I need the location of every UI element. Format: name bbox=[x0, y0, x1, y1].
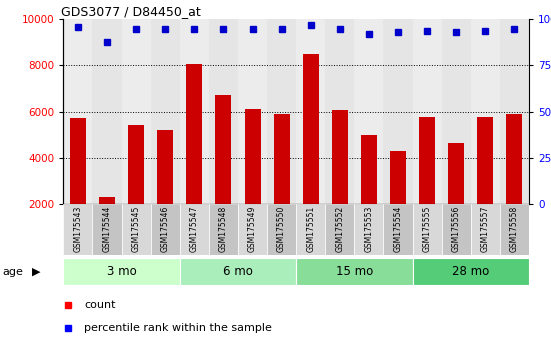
Text: age: age bbox=[3, 267, 24, 277]
Bar bbox=[63, 258, 180, 285]
Text: GSM175552: GSM175552 bbox=[336, 206, 344, 252]
Bar bbox=[325, 204, 354, 255]
Text: 28 mo: 28 mo bbox=[452, 265, 489, 278]
Bar bbox=[413, 258, 529, 285]
Text: GSM175547: GSM175547 bbox=[190, 206, 199, 252]
Bar bbox=[209, 204, 238, 255]
Bar bbox=[296, 19, 325, 204]
Text: ▶: ▶ bbox=[32, 267, 40, 277]
Text: GSM175548: GSM175548 bbox=[219, 206, 228, 252]
Text: GSM175545: GSM175545 bbox=[132, 206, 141, 252]
Bar bbox=[413, 19, 442, 204]
Bar bbox=[361, 135, 377, 204]
Text: 6 mo: 6 mo bbox=[223, 265, 253, 278]
Bar bbox=[413, 204, 442, 255]
Text: GSM175544: GSM175544 bbox=[102, 206, 111, 252]
Text: GSM175546: GSM175546 bbox=[161, 206, 170, 252]
Bar bbox=[180, 204, 209, 255]
Bar bbox=[506, 114, 522, 204]
Bar bbox=[390, 151, 406, 204]
Bar bbox=[442, 204, 471, 255]
Bar bbox=[63, 19, 93, 204]
Bar bbox=[245, 109, 261, 204]
Text: GSM175554: GSM175554 bbox=[393, 206, 403, 252]
Text: GSM175557: GSM175557 bbox=[481, 206, 490, 252]
Bar bbox=[122, 19, 150, 204]
Bar bbox=[471, 19, 500, 204]
Bar bbox=[150, 19, 180, 204]
Text: GSM175555: GSM175555 bbox=[423, 206, 431, 252]
Text: GSM175551: GSM175551 bbox=[306, 206, 315, 252]
Bar bbox=[500, 19, 529, 204]
Bar bbox=[267, 204, 296, 255]
Text: count: count bbox=[84, 300, 116, 310]
Bar bbox=[267, 19, 296, 204]
Bar bbox=[63, 204, 93, 255]
Bar bbox=[500, 204, 529, 255]
Bar bbox=[296, 204, 325, 255]
Bar bbox=[99, 197, 115, 204]
Bar bbox=[296, 258, 413, 285]
Text: 3 mo: 3 mo bbox=[107, 265, 137, 278]
Bar bbox=[70, 118, 86, 204]
Bar bbox=[419, 117, 435, 204]
Bar bbox=[383, 204, 413, 255]
Bar bbox=[325, 19, 354, 204]
Bar bbox=[383, 19, 413, 204]
Bar bbox=[180, 258, 296, 285]
Text: GSM175558: GSM175558 bbox=[510, 206, 519, 252]
Bar bbox=[238, 204, 267, 255]
Bar bbox=[215, 95, 231, 204]
Text: GSM175556: GSM175556 bbox=[452, 206, 461, 252]
Bar bbox=[150, 204, 180, 255]
Bar bbox=[302, 54, 318, 204]
Text: GSM175550: GSM175550 bbox=[277, 206, 286, 252]
Bar bbox=[332, 110, 348, 204]
Text: GSM175543: GSM175543 bbox=[73, 206, 83, 252]
Bar bbox=[477, 117, 493, 204]
Bar bbox=[93, 19, 122, 204]
Bar bbox=[442, 19, 471, 204]
Bar bbox=[274, 114, 290, 204]
Bar bbox=[180, 19, 209, 204]
Text: 15 mo: 15 mo bbox=[336, 265, 373, 278]
Text: GDS3077 / D84450_at: GDS3077 / D84450_at bbox=[61, 5, 201, 18]
Bar bbox=[93, 204, 122, 255]
Bar bbox=[128, 125, 144, 204]
Bar bbox=[238, 19, 267, 204]
Text: GSM175549: GSM175549 bbox=[248, 206, 257, 252]
Bar bbox=[122, 204, 150, 255]
Bar bbox=[354, 19, 383, 204]
Text: GSM175553: GSM175553 bbox=[364, 206, 374, 252]
Bar bbox=[186, 64, 202, 204]
Bar bbox=[448, 143, 464, 204]
Bar bbox=[354, 204, 383, 255]
Bar bbox=[471, 204, 500, 255]
Bar bbox=[209, 19, 238, 204]
Bar bbox=[157, 130, 173, 204]
Text: percentile rank within the sample: percentile rank within the sample bbox=[84, 323, 272, 333]
